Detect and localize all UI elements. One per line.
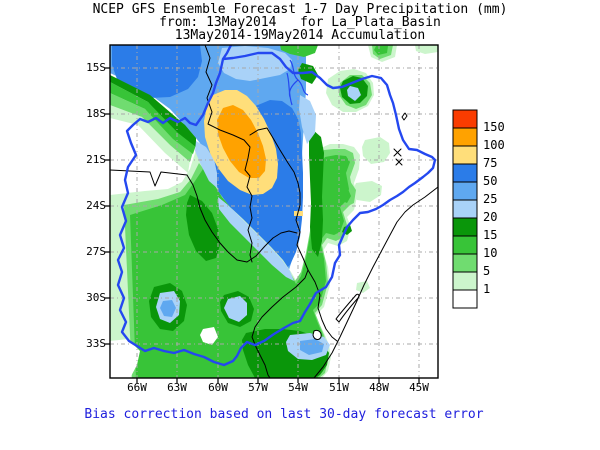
colorbar-cell bbox=[452, 127, 478, 147]
colorbar-label: 75 bbox=[483, 156, 498, 170]
lat-label: 33S bbox=[86, 337, 106, 350]
lat-label: 27S bbox=[86, 245, 106, 258]
lat-label: 24S bbox=[86, 199, 106, 212]
colorbar-label: 100 bbox=[483, 138, 505, 152]
colorbar-label: 150 bbox=[483, 120, 505, 134]
lon-label: 51W bbox=[329, 381, 349, 394]
colorbar bbox=[452, 109, 478, 309]
lon-label: 66W bbox=[127, 381, 147, 394]
lat-label: 15S bbox=[86, 61, 106, 74]
lon-label: 45W bbox=[409, 381, 429, 394]
lon-label: 60W bbox=[208, 381, 228, 394]
colorbar-cell bbox=[452, 253, 478, 273]
colorbar-label: 50 bbox=[483, 174, 498, 188]
lon-label: 48W bbox=[369, 381, 389, 394]
colorbar-cell bbox=[452, 109, 478, 129]
lon-label: 63W bbox=[167, 381, 187, 394]
map-frame bbox=[105, 44, 439, 383]
plot-title-line2: from: 13May2014 for La_Plata_Basin bbox=[159, 15, 441, 30]
colorbar-label: 1 bbox=[483, 282, 491, 296]
bias-correction-caption: Bias correction based on last 30-day for… bbox=[84, 407, 484, 422]
colorbar-cell bbox=[452, 235, 478, 255]
rivers bbox=[286, 59, 309, 106]
colorbar-cell bbox=[452, 199, 478, 219]
colorbar-cell bbox=[452, 217, 478, 237]
colorbar-cell bbox=[452, 271, 478, 291]
colorbar-label: 10 bbox=[483, 246, 498, 260]
colorbar-cell bbox=[452, 289, 478, 309]
colorbar-label: 5 bbox=[483, 264, 491, 278]
lon-label: 57W bbox=[248, 381, 268, 394]
map-area bbox=[105, 44, 439, 383]
lat-label: 30S bbox=[86, 291, 106, 304]
lagoon-outline-small bbox=[312, 329, 322, 340]
coastline bbox=[313, 186, 438, 378]
axis-ticks-bottom bbox=[136, 378, 420, 383]
lat-label: 18S bbox=[86, 107, 106, 120]
precip-core-25-50 bbox=[160, 300, 324, 355]
colorbar-cell bbox=[452, 163, 478, 183]
colorbar-cell bbox=[452, 145, 478, 165]
colorbar-label: 20 bbox=[483, 210, 498, 224]
plot-title-line1: NCEP GFS Ensemble Forecast 1-7 Day Preci… bbox=[92, 2, 508, 17]
lat-label: 21S bbox=[86, 153, 106, 166]
country-borders bbox=[110, 45, 438, 378]
lagoon-outline bbox=[335, 293, 360, 323]
colorbar-label: 25 bbox=[483, 192, 498, 206]
basin-boundary bbox=[116, 45, 437, 367]
precip-fill-below-1 bbox=[110, 327, 218, 378]
lake-marks bbox=[393, 112, 408, 166]
colorbar-cell bbox=[452, 181, 478, 201]
lon-label: 54W bbox=[288, 381, 308, 394]
plot-title-line3: 13May2014-19May2014 Accumulation bbox=[174, 28, 426, 43]
axis-ticks-left bbox=[105, 67, 110, 345]
colorbar-label: 15 bbox=[483, 228, 498, 242]
